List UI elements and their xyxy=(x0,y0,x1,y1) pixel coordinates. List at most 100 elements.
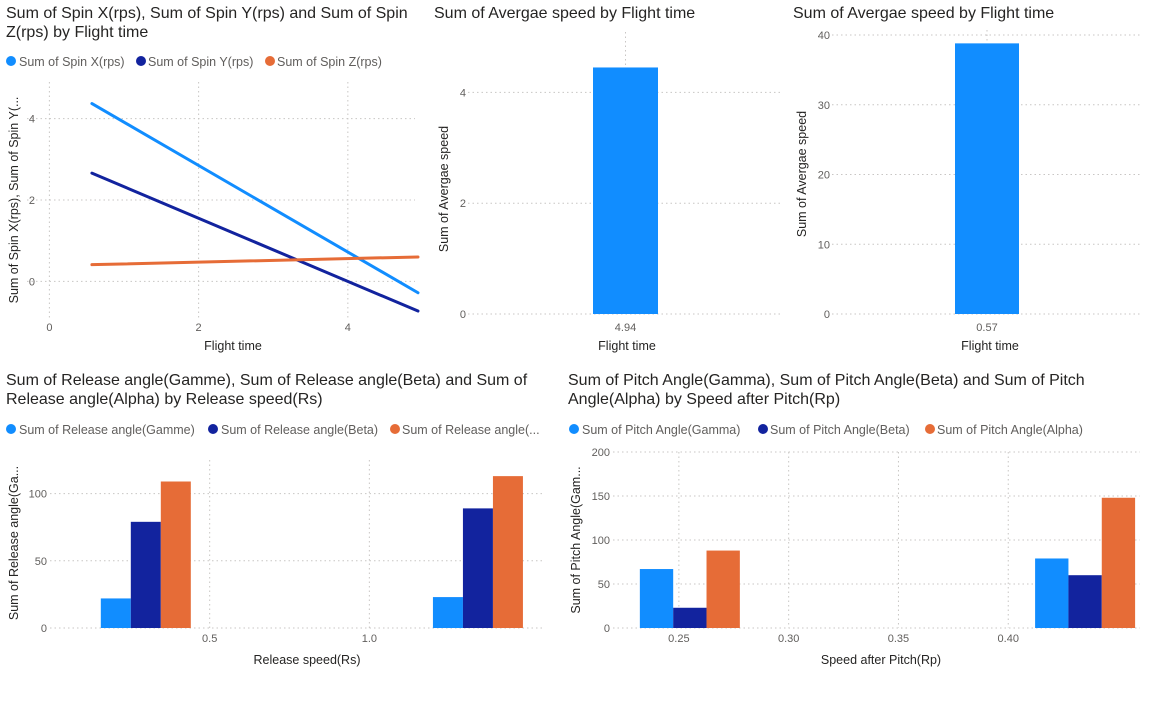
c2-x-tick-label: 4.94 xyxy=(615,322,636,334)
c3-y-tick-label: 30 xyxy=(818,100,830,112)
chart2-x-axis-title: Flight time xyxy=(598,339,656,353)
chart2-title: Sum of Avergae speed by Flight time xyxy=(434,5,695,22)
c4-bar-g2-s2[interactable] xyxy=(462,508,493,628)
c4-bar-g1-s3[interactable] xyxy=(160,481,191,628)
c3-y-tick-label: 0 xyxy=(824,309,830,321)
c5-bar-g2-s1[interactable] xyxy=(1035,558,1069,628)
chart2-ticks: 0 2 4 4.94 xyxy=(460,87,636,334)
legend-marker-spin-x xyxy=(6,56,16,66)
c3-bar-1[interactable] xyxy=(955,43,1019,315)
legend-label-pitch-gamma[interactable]: Sum of Pitch Angle(Gamma) xyxy=(582,423,740,437)
chart1-title-line2: Z(rps) by Flight time xyxy=(6,24,148,41)
c5-bar-g1-s2[interactable] xyxy=(673,607,707,628)
c1-y-tick-label: 4 xyxy=(29,114,35,126)
c5-x-tick-label: 0.25 xyxy=(668,633,689,645)
release-angle-bar-chart[interactable]: Sum of Release angle(Gamme), Sum of Rele… xyxy=(6,372,545,667)
legend-marker-release-alpha xyxy=(390,424,400,434)
c1-x-tick-label: 2 xyxy=(196,322,202,334)
legend-label-release-beta[interactable]: Sum of Release angle(Beta) xyxy=(221,423,378,437)
c5-x-tick-label: 0.30 xyxy=(778,633,799,645)
c4-bar-g1-s2[interactable] xyxy=(130,521,161,628)
legend-label-spin-x[interactable]: Sum of Spin X(rps) xyxy=(19,55,125,69)
c5-y-tick-label: 0 xyxy=(604,623,610,635)
chart3-ticks: 0 10 20 30 40 0.57 xyxy=(818,30,998,334)
c2-y-tick-label: 0 xyxy=(460,309,466,321)
chart5-title-line1: Sum of Pitch Angle(Gamma), Sum of Pitch … xyxy=(568,372,1085,389)
chart3-x-axis-title: Flight time xyxy=(961,339,1019,353)
c4-bar-g2-s1[interactable] xyxy=(432,597,463,628)
chart3-bars[interactable] xyxy=(955,43,1019,315)
c1-series-line-2[interactable] xyxy=(90,171,420,313)
avg-speed-bar-chart-1[interactable]: Sum of Avergae speed by Flight time 0 2 4 4… xyxy=(434,5,783,353)
chart5-legend: Sum of Pitch Angle(Gamma) Sum of Pitch A… xyxy=(569,423,1083,437)
c2-y-tick-label: 2 xyxy=(460,198,466,210)
spin-line-chart[interactable]: Sum of Spin X(rps), Sum of Spin Y(rps) a… xyxy=(6,5,420,353)
chart1-series-lines[interactable] xyxy=(90,102,420,313)
chart4-x-axis-title: Release speed(Rs) xyxy=(254,653,361,667)
chart5-y-axis-title: Sum of Pitch Angle(Gam... xyxy=(569,466,583,613)
chart5-x-axis-title: Speed after Pitch(Rp) xyxy=(821,653,941,667)
chart4-title-line2: Release angle(Alpha) by Release speed(Rs… xyxy=(6,391,323,408)
c1-x-tick-label: 4 xyxy=(345,322,351,334)
c5-bar-g1-s3[interactable] xyxy=(706,550,740,628)
legend-label-release-alpha[interactable]: Sum of Release angle(... xyxy=(402,423,540,437)
c4-bar-g1-s1[interactable] xyxy=(100,598,131,628)
legend-marker-pitch-beta xyxy=(758,424,768,434)
c4-y-tick-label: 0 xyxy=(41,623,47,635)
c5-bar-g1-s1[interactable] xyxy=(639,569,674,628)
c3-y-tick-label: 40 xyxy=(818,30,830,42)
c5-bar-g2-s3[interactable] xyxy=(1101,497,1136,628)
c1-series-line-1[interactable] xyxy=(90,102,420,295)
legend-label-spin-z[interactable]: Sum of Spin Z(rps) xyxy=(277,55,382,69)
c2-y-tick-label: 4 xyxy=(460,87,466,99)
chart5-bars[interactable] xyxy=(639,497,1136,628)
c5-y-tick-label: 200 xyxy=(592,447,610,459)
legend-marker-pitch-alpha xyxy=(925,424,935,434)
chart3-y-axis-title: Sum of Avergae speed xyxy=(795,111,809,237)
chart1-y-axis-title: Sum of Spin X(rps), Sum of Spin Y(... xyxy=(7,97,21,304)
legend-marker-release-gamme xyxy=(6,424,16,434)
c5-x-tick-label: 0.40 xyxy=(998,633,1019,645)
chart1-ticks: 0 2 4 0 2 4 xyxy=(29,114,351,334)
c4-y-tick-label: 100 xyxy=(29,489,47,501)
c4-x-tick-label: 0.5 xyxy=(202,633,217,645)
c5-x-tick-label: 0.35 xyxy=(888,633,909,645)
legend-label-pitch-beta[interactable]: Sum of Pitch Angle(Beta) xyxy=(770,423,910,437)
c4-y-tick-label: 50 xyxy=(35,556,47,568)
chart1-legend: Sum of Spin X(rps) Sum of Spin Y(rps) Su… xyxy=(6,55,382,69)
c2-bar-1[interactable] xyxy=(593,67,658,314)
legend-marker-spin-y xyxy=(136,56,146,66)
chart1-x-axis-title: Flight time xyxy=(204,339,262,353)
c3-y-tick-label: 20 xyxy=(818,170,830,182)
c1-series-line-3[interactable] xyxy=(90,255,420,267)
c5-bar-g2-s2[interactable] xyxy=(1068,575,1102,628)
chart4-ticks: 0 50 100 0.5 1.0 xyxy=(29,489,377,645)
chart5-title-line2: Angle(Alpha) by Speed after Pitch(Rp) xyxy=(568,391,840,408)
chart5-ticks: 0 50 100 150 200 0.25 0.30 0.35 0.40 xyxy=(592,447,1019,645)
c3-x-tick-label: 0.57 xyxy=(976,322,997,334)
legend-marker-release-beta xyxy=(208,424,218,434)
legend-marker-spin-z xyxy=(265,56,275,66)
legend-marker-pitch-gamma xyxy=(569,424,579,434)
c4-bar-g2-s3[interactable] xyxy=(492,476,523,628)
c5-y-tick-label: 100 xyxy=(592,535,610,547)
c4-x-tick-label: 1.0 xyxy=(362,633,377,645)
c1-y-tick-label: 2 xyxy=(29,195,35,207)
chart3-title: Sum of Avergae speed by Flight time xyxy=(793,5,1054,22)
c5-y-tick-label: 50 xyxy=(598,579,610,591)
chart2-y-axis-title: Sum of Avergae speed xyxy=(437,126,451,252)
c5-y-tick-label: 150 xyxy=(592,491,610,503)
avg-speed-bar-chart-2[interactable]: Sum of Avergae speed by Flight time 0 10 2… xyxy=(793,5,1142,353)
legend-label-release-gamme[interactable]: Sum of Release angle(Gamme) xyxy=(19,423,195,437)
chart2-bars[interactable] xyxy=(593,67,658,314)
chart4-legend: Sum of Release angle(Gamme) Sum of Relea… xyxy=(6,423,540,437)
c1-x-tick-label: 0 xyxy=(46,322,52,334)
chart4-title-line1: Sum of Release angle(Gamme), Sum of Rele… xyxy=(6,372,528,389)
pitch-angle-bar-chart[interactable]: Sum of Pitch Angle(Gamma), Sum of Pitch … xyxy=(568,372,1140,667)
legend-label-pitch-alpha[interactable]: Sum of Pitch Angle(Alpha) xyxy=(937,423,1083,437)
c1-y-tick-label: 0 xyxy=(29,276,35,288)
legend-label-spin-y[interactable]: Sum of Spin Y(rps) xyxy=(148,55,253,69)
chart4-y-axis-title: Sum of Release angle(Ga... xyxy=(7,466,21,620)
chart4-bars[interactable] xyxy=(100,476,523,628)
